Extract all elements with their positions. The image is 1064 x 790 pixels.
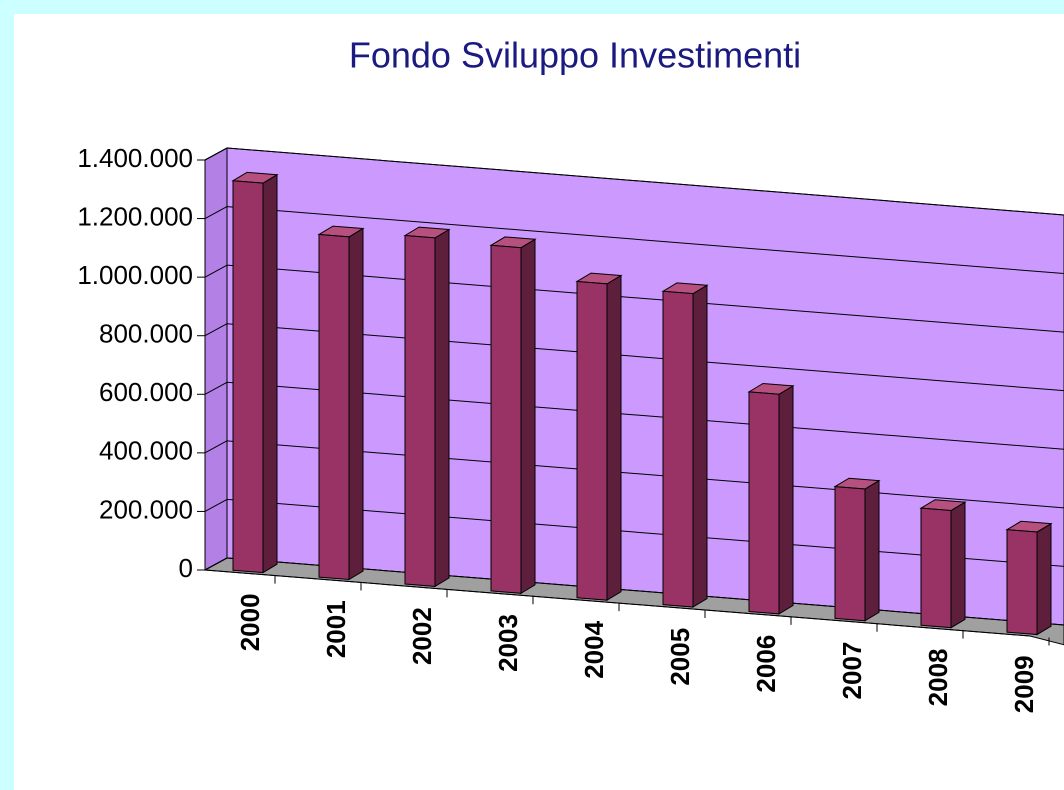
grid-line — [226, 381, 1064, 450]
bar-face — [748, 391, 780, 615]
bar-face — [348, 227, 364, 581]
grid-line — [204, 440, 228, 454]
x-tick-label: 2000 — [235, 593, 265, 651]
y-tick-label: 800.000 — [99, 319, 193, 349]
grid-line — [226, 323, 1064, 392]
y-tick-label: 600.000 — [99, 377, 193, 407]
y-tick-label: 1.200.000 — [77, 201, 193, 231]
bar-face — [1006, 529, 1038, 636]
bar — [833, 477, 881, 622]
grid-line — [226, 264, 1064, 333]
bar-face — [662, 290, 694, 608]
x-tick-label: 2004 — [579, 620, 609, 678]
x-tick-label: 2007 — [837, 642, 867, 700]
bar-face — [490, 244, 522, 594]
bar-face — [1036, 522, 1052, 636]
grid-line — [226, 206, 1064, 275]
x-tick-label: 2006 — [751, 635, 781, 693]
y-tick-label: 1.000.000 — [77, 260, 193, 290]
x-tick-label: 2001 — [321, 600, 351, 658]
grid-line — [204, 264, 228, 278]
x-tick-label: 2009 — [1009, 655, 1039, 713]
bar — [231, 171, 279, 574]
y-tick-label: 400.000 — [99, 436, 193, 466]
side-wall — [204, 147, 228, 571]
x-tick-label: 2003 — [493, 614, 523, 672]
bar — [661, 282, 709, 608]
grid-line — [226, 147, 1064, 216]
bar-face — [576, 280, 608, 601]
y-tick-label: 0 — [179, 553, 193, 583]
x-tick-label: 2008 — [923, 648, 953, 706]
bar-face — [834, 486, 866, 622]
grid-line — [204, 206, 228, 220]
bar-face — [778, 384, 794, 615]
grid-line — [204, 557, 228, 571]
x-tick-label: 2002 — [407, 607, 437, 665]
bar-face — [520, 238, 536, 595]
bar-face — [920, 507, 952, 629]
bar — [1005, 520, 1053, 636]
y-tick-label: 200.000 — [99, 494, 193, 524]
chart-title: Fondo Sviluppo Investimenti — [349, 35, 801, 76]
bar-face — [950, 501, 966, 629]
bar — [919, 499, 967, 629]
grid-line — [226, 440, 1064, 509]
bar-face — [262, 173, 278, 574]
bar — [403, 226, 451, 588]
bar-face — [318, 233, 350, 581]
x-axis — [204, 569, 1031, 637]
bar-face — [692, 284, 708, 608]
grid-line — [204, 147, 228, 161]
bar — [317, 225, 365, 581]
bar-face — [606, 274, 622, 602]
x-tick-label: 2005 — [665, 628, 695, 686]
grid-line — [204, 381, 228, 395]
bar-face — [434, 228, 450, 588]
y-tick-label: 1.400.000 — [77, 143, 193, 173]
bar — [575, 272, 623, 602]
bar-face — [232, 180, 264, 574]
grid-line — [204, 498, 228, 512]
bar — [489, 236, 537, 595]
bar — [747, 382, 795, 615]
bar-face — [864, 479, 880, 622]
bar-face — [404, 234, 436, 587]
grid-line — [204, 323, 228, 337]
